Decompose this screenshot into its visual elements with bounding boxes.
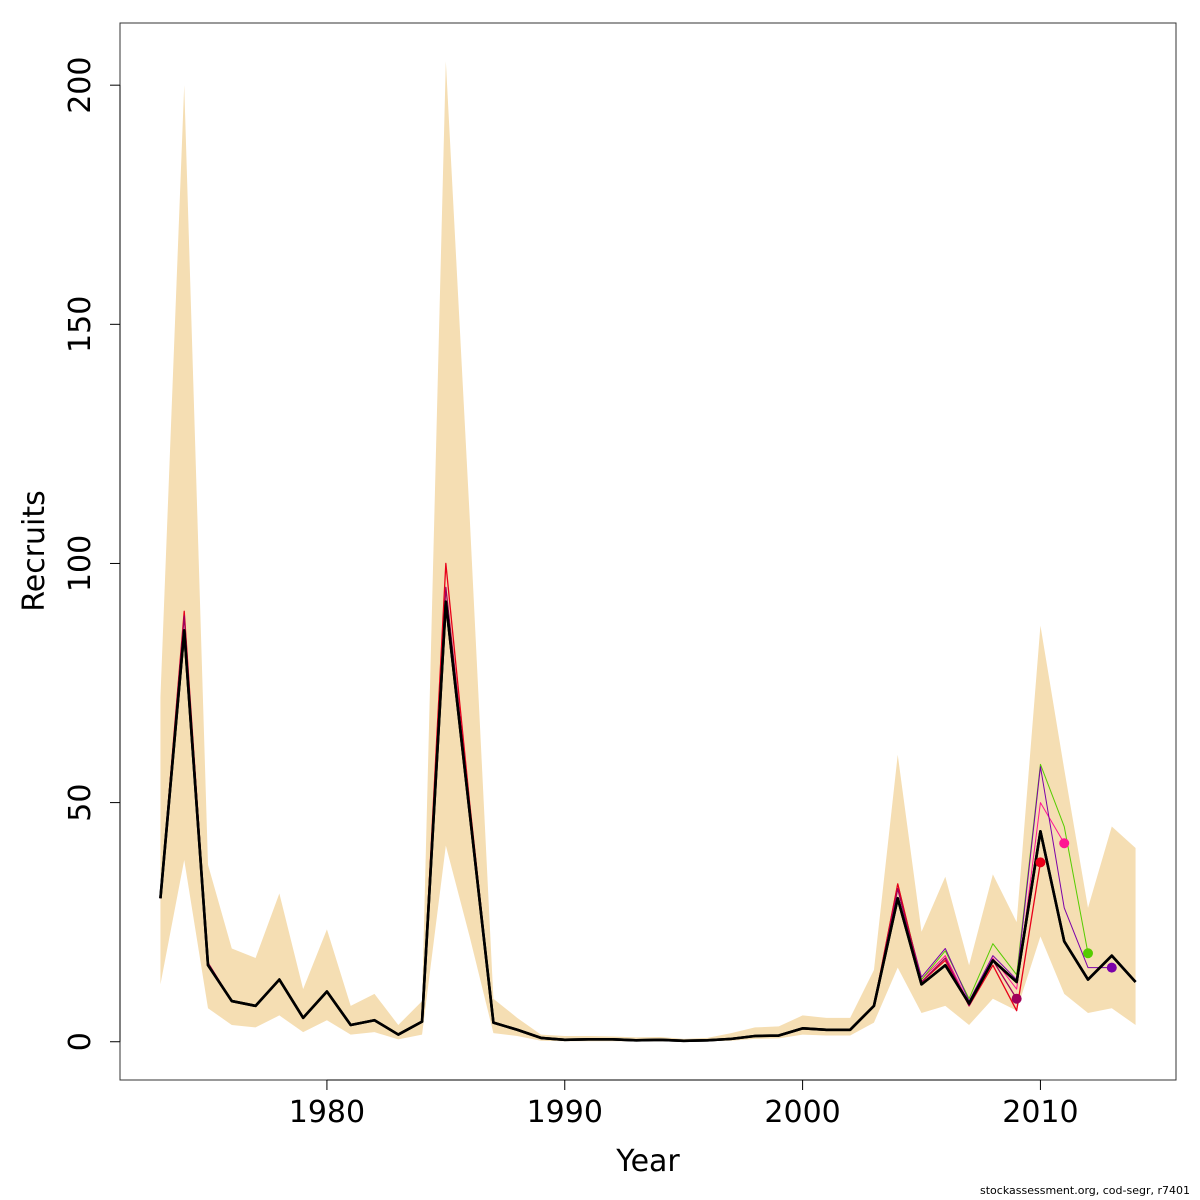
series-end-marker-5 <box>1106 962 1117 973</box>
series-end-marker-4 <box>1083 948 1093 959</box>
y-axis-title: Recruits <box>17 490 52 612</box>
series-end-marker-3 <box>1059 838 1070 849</box>
confidence-band <box>160 61 1136 1042</box>
y-tick-label-200: 200 <box>63 57 98 114</box>
x-tick-label-1980: 1980 <box>289 1095 365 1130</box>
series-layer <box>159 562 1137 1043</box>
credit-text: stockassessment.org, cod-segr, r7401 <box>980 1184 1190 1197</box>
y-tick-label-50: 50 <box>63 784 98 822</box>
x-axis-title: Year <box>615 1144 680 1179</box>
confidence-band-layer <box>160 61 1136 1042</box>
marker-layer <box>1011 838 1117 1004</box>
y-tick-label-150: 150 <box>63 296 98 353</box>
y-axis: 0 50 100 150 200 <box>63 57 121 1051</box>
series-end-marker-2 <box>1035 857 1046 868</box>
x-tick-label-2010: 2010 <box>1002 1095 1078 1130</box>
x-tick-label-2000: 2000 <box>764 1095 840 1130</box>
series-line-main <box>159 600 1137 1043</box>
series-end-marker-6 <box>1011 993 1022 1004</box>
x-tick-label-1990: 1990 <box>527 1095 603 1130</box>
y-tick-label-100: 100 <box>63 535 98 592</box>
y-tick-label-0: 0 <box>63 1032 98 1051</box>
x-axis: 1980 1990 2000 2010 <box>289 1079 1079 1130</box>
